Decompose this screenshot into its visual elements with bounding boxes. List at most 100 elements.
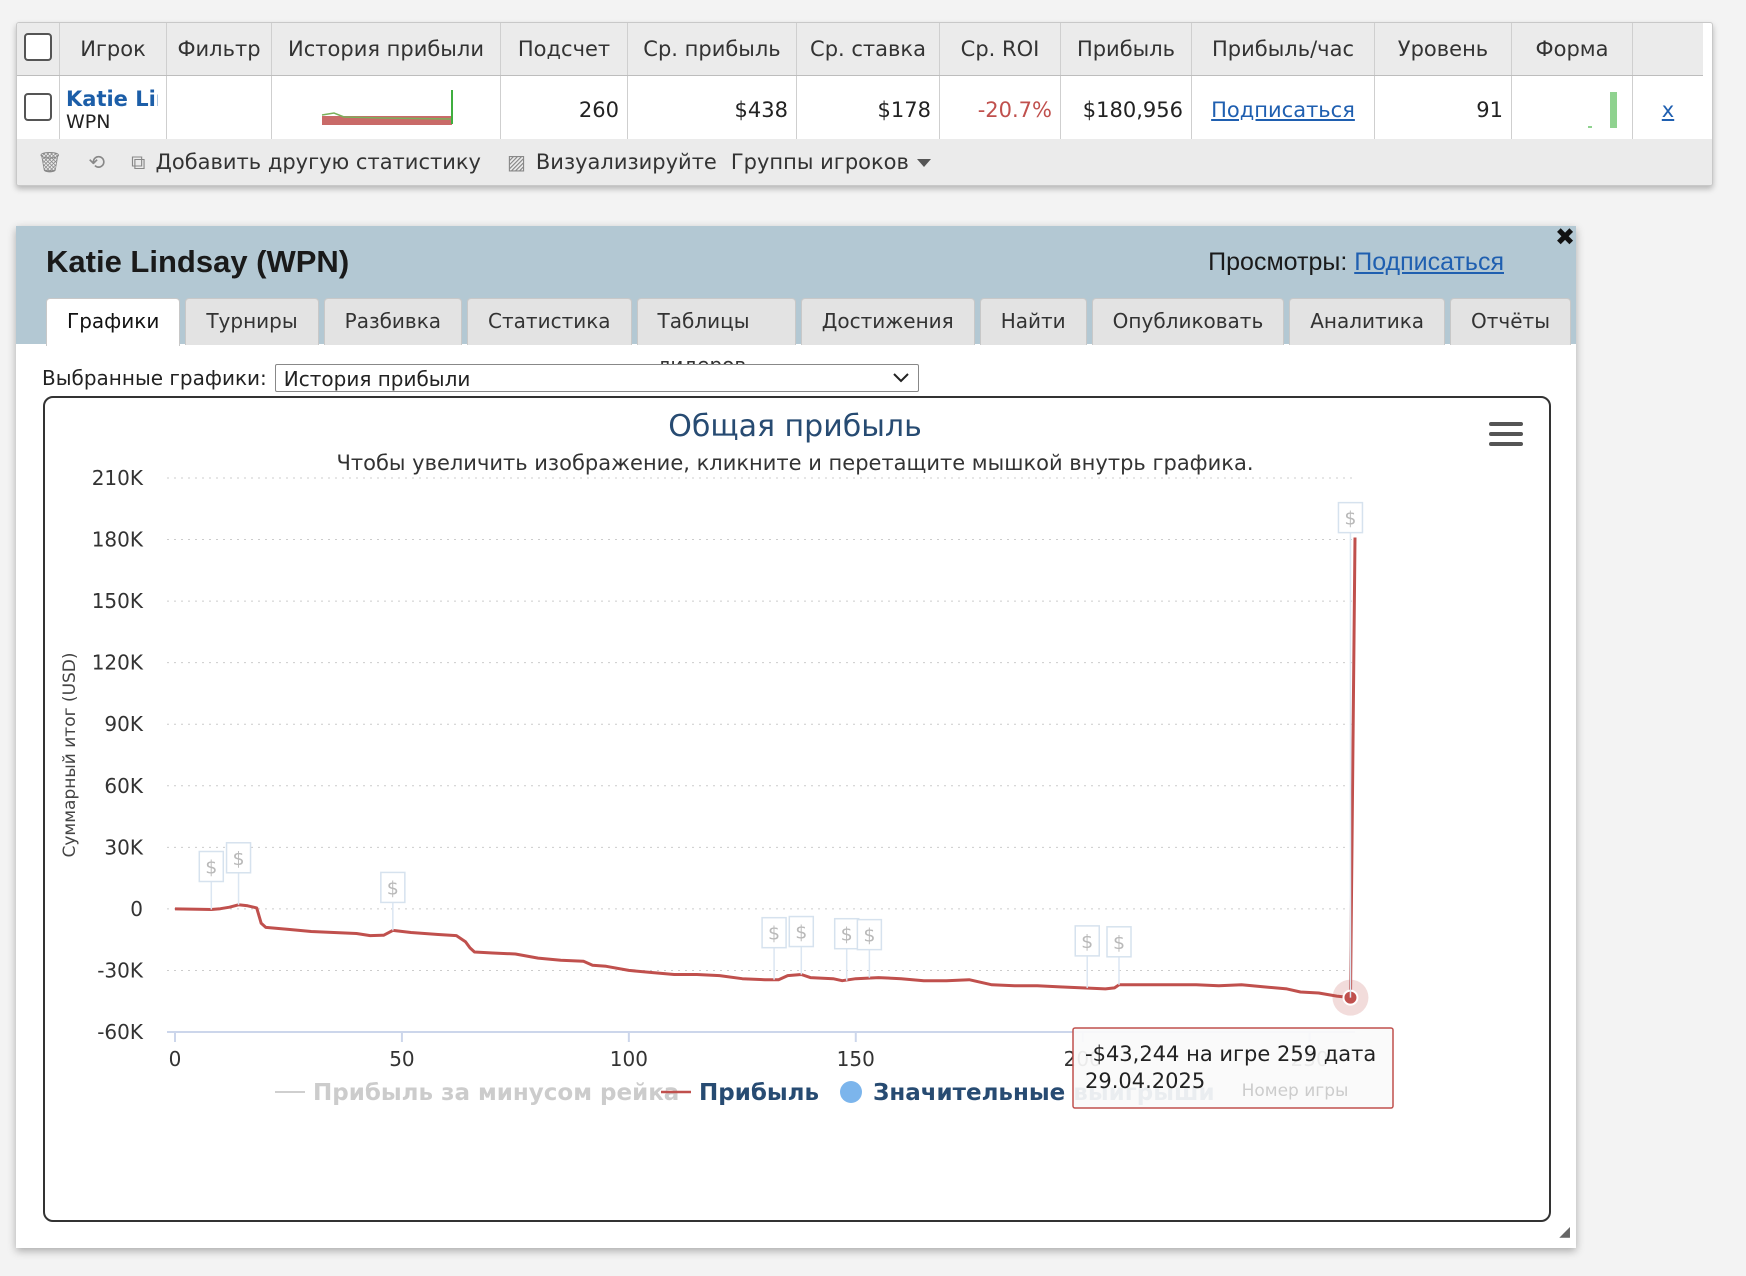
significant-win-flag-label: $ [795, 922, 807, 944]
col-avg-roi[interactable]: Ср. ROI [939, 23, 1061, 76]
significant-win-flag[interactable] [856, 918, 883, 951]
resize-handle-icon[interactable]: ◢ [1559, 1224, 1570, 1240]
profit-series-line[interactable] [174, 537, 1357, 1000]
add-stat-icon: ⧉ [131, 150, 146, 174]
significant-win-flag-label: $ [387, 877, 399, 899]
profit-chart[interactable]: 210K 180K 150K 120K 90K 60K 30K 0 -30K -60K 0 50 10… [43, 396, 1551, 1222]
legend-item-profit[interactable]: Прибыль [699, 1080, 819, 1106]
col-form[interactable]: Форма [1511, 23, 1633, 76]
stats-header-row: Игрок Фильтр История прибыли Подсчет Ср.… [17, 23, 1703, 76]
tab-publish[interactable]: Опубликовать [1091, 298, 1285, 345]
tab-graphs[interactable]: Графики [46, 298, 181, 346]
chart-menu-icon[interactable] [1489, 422, 1523, 448]
graph-selector-label: Выбранные графики: [42, 366, 267, 390]
tab-leaderboards[interactable]: Таблицы лидеров [636, 298, 796, 377]
subscribe-link[interactable]: Подписаться [1211, 97, 1355, 122]
player-cell: Katie Lindsay WPN [59, 75, 167, 144]
sparkline-negative-area [322, 116, 452, 125]
panel-tabs: Графики Турниры Разбивка Статистика Табл… [46, 298, 1576, 377]
level-cell: 91 [1374, 75, 1512, 144]
player-stats-table: Игрок Фильтр История прибыли Подсчет Ср.… [16, 22, 1713, 186]
tab-find[interactable]: Найти [979, 298, 1087, 345]
count-cell: 260 [500, 75, 628, 144]
y-axis-label: Суммарный итог (USD) [60, 652, 80, 857]
col-avg-profit[interactable]: Ср. прибыль [627, 23, 797, 76]
player-panel: Katie Lindsay (WPN) Просмотры: Подписать… [16, 223, 1576, 1248]
x-tick-label: 100 [610, 1047, 648, 1071]
significant-win-flag-label: $ [1344, 508, 1356, 530]
significant-win-flag-label: $ [205, 857, 217, 879]
visualize-button[interactable]: Визуализируйте [535, 150, 717, 174]
stats-toolbar: 🗑 ⟲ ⧉ Добавить другую статистику ▨ Визуа… [17, 139, 1712, 185]
significant-win-flag[interactable] [198, 850, 225, 883]
tooltip-box [1072, 1027, 1394, 1109]
profit-cell: $180,956 [1060, 75, 1192, 144]
significant-win-flag-label: $ [232, 848, 244, 870]
significant-win-flag-label: $ [841, 924, 853, 946]
add-stat-button[interactable]: Добавить другую статистику [155, 150, 481, 174]
tab-analytics[interactable]: Аналитика [1289, 298, 1446, 345]
profit-history-cell [271, 75, 501, 144]
significant-win-flag-label: $ [1113, 932, 1125, 954]
avg-roi-cell: -20.7% [939, 75, 1061, 144]
select-all-checkbox[interactable] [24, 32, 52, 61]
significant-win-flag[interactable] [833, 917, 860, 950]
significant-win-flag[interactable] [380, 871, 406, 904]
player-groups-label: Группы игроков [730, 150, 909, 174]
col-count[interactable]: Подсчет [500, 23, 628, 76]
y-tick-label: 30K [104, 835, 143, 859]
close-icon[interactable]: ✖ [1554, 223, 1576, 251]
y-tick-label: 120K [92, 651, 144, 675]
significant-win-flag[interactable] [1106, 926, 1132, 958]
player-groups-dropdown[interactable]: Группы игроков [731, 150, 931, 174]
row-checkbox[interactable] [24, 93, 52, 121]
graph-selector-row: Выбранные графики: История прибыли [42, 364, 919, 392]
tooltip-line-1: -$43,244 на игре 259 дата [1085, 1042, 1376, 1066]
tab-reports[interactable]: Отчёты [1450, 298, 1571, 345]
col-profit-history[interactable]: История прибыли [271, 23, 501, 76]
col-avg-stake[interactable]: Ср. ставка [796, 23, 940, 76]
y-tick-label: 180K [92, 528, 144, 552]
x-tick-label: 0 [169, 1047, 182, 1071]
x-tick-label: 150 [837, 1047, 875, 1071]
form-bar-large [1610, 92, 1617, 128]
refresh-icon[interactable]: ⟲ [88, 150, 106, 174]
chart-canvas[interactable]: 210K 180K 150K 120K 90K 60K 30K 0 -30K -60K 0 50 10… [45, 398, 1545, 1216]
col-filter[interactable]: Фильтр [166, 23, 272, 76]
col-profit[interactable]: Прибыль [1060, 23, 1192, 76]
page-title: Katie Lindsay (WPN) [46, 244, 350, 279]
profit-sparkline[interactable] [284, 76, 500, 138]
tooltip-line-2: 29.04.2025 [1085, 1069, 1205, 1093]
panel-header: Katie Lindsay (WPN) Просмотры: Подписать… [16, 223, 1576, 377]
col-player[interactable]: Игрок [59, 23, 167, 76]
legend-item-rakeless[interactable]: Прибыль за минусом рейка [313, 1080, 679, 1106]
significant-win-flag[interactable] [761, 916, 787, 949]
select-all-cell [17, 23, 60, 76]
views-subscribe-link[interactable]: Подписаться [1354, 248, 1504, 276]
chart-subtitle: Чтобы увеличить изображение, кликните и … [336, 451, 1253, 475]
player-name-link[interactable]: Katie Lindsay [66, 86, 158, 111]
graph-select-value: История прибыли [283, 367, 471, 391]
y-tick-label: -60K [97, 1020, 144, 1044]
tab-tournaments[interactable]: Турниры [185, 298, 319, 345]
tab-breakdown[interactable]: Разбивка [323, 298, 463, 345]
remove-row-link[interactable]: x [1661, 97, 1675, 122]
graph-select[interactable]: История прибыли [274, 364, 919, 392]
significant-win-flag[interactable] [1074, 925, 1100, 957]
chart-title: Общая прибыль [668, 409, 922, 444]
views-info: Просмотры: Подписаться [1208, 248, 1504, 277]
y-tick-label: 150K [92, 589, 144, 613]
significant-win-flag[interactable] [788, 915, 815, 948]
avg-stake-cell: $178 [796, 75, 940, 144]
tab-statistics[interactable]: Статистика [467, 298, 632, 345]
y-tick-label: 210K [92, 466, 144, 490]
trash-icon[interactable]: 🗑 [37, 150, 63, 174]
significant-win-flag-label: $ [768, 923, 780, 945]
significant-win-flag[interactable] [225, 842, 252, 874]
tab-achievements[interactable]: Достижения [800, 298, 975, 345]
col-level[interactable]: Уровень [1374, 23, 1512, 76]
chevron-down-icon [893, 373, 909, 383]
col-profit-per-hour[interactable]: Прибыль/час [1191, 23, 1375, 76]
significant-win-flag[interactable] [1337, 501, 1364, 534]
profit-per-hour-cell: Подписаться [1191, 75, 1375, 144]
